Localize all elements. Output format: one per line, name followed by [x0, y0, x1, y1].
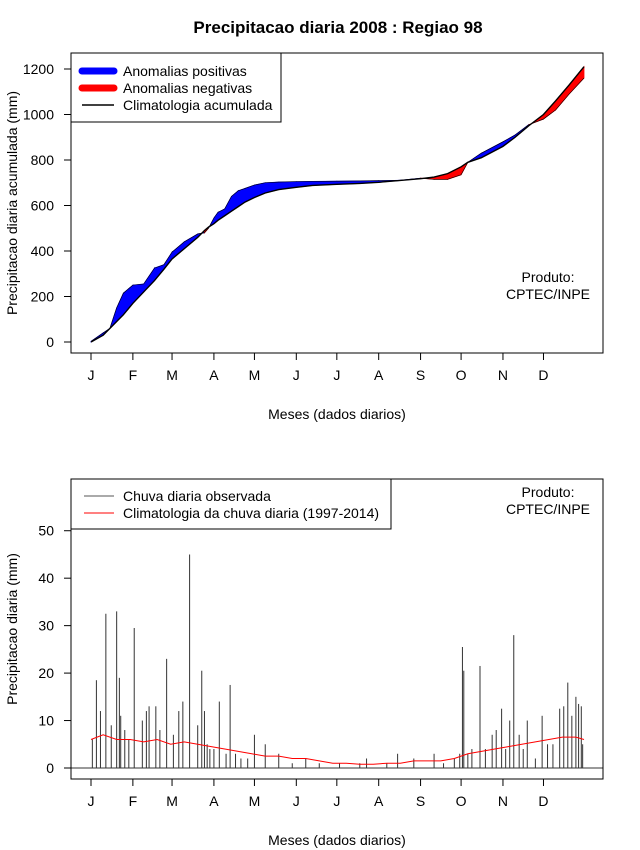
- bottom-xtick-label-4: M: [249, 793, 261, 809]
- legend-label-positive: Anomalias positivas: [123, 63, 247, 79]
- top-ytick-label-5: 1000: [23, 107, 54, 123]
- top-ytick-label-4: 800: [31, 152, 55, 168]
- bottom-xtick-label-9: O: [456, 793, 467, 809]
- bottom-xtick-label-5: J: [293, 793, 300, 809]
- top-ytick-label-1: 200: [31, 289, 55, 305]
- top-xtick-label-2: M: [166, 367, 178, 383]
- legend-label-climatology-daily: Climatologia da chuva diaria (1997-2014): [123, 505, 379, 521]
- bottom-xtick-label-0: J: [88, 793, 95, 809]
- top-xtick-label-9: O: [456, 367, 467, 383]
- climatology-cumulative-line: [90, 66, 585, 343]
- top-xtick-label-6: J: [333, 367, 340, 383]
- legend-label-climatology: Climatologia acumulada: [123, 97, 273, 113]
- observed-cumulative-line: [90, 77, 585, 342]
- top-ytick-label-6: 1200: [23, 61, 54, 77]
- legend-label-negative: Anomalias negativas: [123, 80, 252, 96]
- bottom-xtick-label-7: A: [374, 793, 384, 809]
- bottom-xtick-label-1: F: [129, 793, 138, 809]
- top-y-axis: 0 200 400 600 800 1000 1200: [23, 61, 71, 350]
- bottom-ytick-label-5: 50: [38, 523, 54, 539]
- top-legend: Anomalias positivas Anomalias negativas …: [70, 52, 282, 123]
- top-xtick-label-4: M: [249, 367, 261, 383]
- climatology-daily-line: [90, 734, 585, 765]
- top-xtick-label-0: J: [88, 367, 95, 383]
- top-product-note-line1: Produto:: [522, 269, 575, 285]
- bottom-xtick-label-6: J: [333, 793, 340, 809]
- top-ytick-label-2: 400: [31, 243, 55, 259]
- top-xtick-label-5: J: [293, 367, 300, 383]
- bottom-y-axis-label: Precipitacao diaria (mm): [4, 553, 20, 705]
- bottom-ytick-label-0: 0: [46, 760, 54, 776]
- bottom-product-note-line2: CPTEC/INPE: [506, 501, 590, 517]
- chart-title: Precipitacao diaria 2008 : Regiao 98: [193, 18, 482, 37]
- bottom-legend: Chuva diaria observada Climatologia da c…: [70, 478, 392, 530]
- bottom-ytick-label-3: 30: [38, 618, 54, 634]
- top-y-axis-label: Precipitacao diaria acumulada (mm): [4, 91, 20, 315]
- cumulative-chart: 0 200 400 600 800 1000 1200 J F M A M J J A S O N D Meses…: [4, 52, 604, 422]
- bottom-xtick-label-3: A: [209, 793, 219, 809]
- top-xtick-label-8: S: [416, 367, 425, 383]
- top-xtick-label-10: N: [498, 367, 508, 383]
- top-product-note-line2: CPTEC/INPE: [506, 286, 590, 302]
- bottom-y-axis: 0 10 20 30 40 50: [38, 523, 71, 776]
- top-ytick-label-0: 0: [46, 334, 54, 350]
- bottom-ytick-label-4: 40: [38, 570, 54, 586]
- positive-anomaly-area: [143, 266, 155, 293]
- bottom-xtick-label-10: N: [498, 793, 508, 809]
- positive-anomaly-area: [123, 284, 134, 316]
- top-x-axis-label: Meses (dados diarios): [268, 406, 406, 422]
- top-xtick-label-11: D: [538, 367, 548, 383]
- top-xtick-label-3: A: [209, 367, 219, 383]
- bottom-ytick-label-2: 20: [38, 665, 54, 681]
- bottom-ytick-label-1: 10: [38, 713, 54, 729]
- top-xtick-label-7: A: [374, 367, 384, 383]
- top-xtick-label-1: F: [129, 367, 138, 383]
- bottom-x-axis-label: Meses (dados diarios): [268, 832, 406, 848]
- bottom-xtick-label-2: M: [166, 793, 178, 809]
- top-ytick-label-3: 600: [31, 198, 55, 214]
- bottom-xtick-label-8: S: [416, 793, 425, 809]
- legend-label-observed: Chuva diaria observada: [123, 488, 271, 504]
- bottom-legend-box: [70, 478, 392, 530]
- bottom-product-note-line1: Produto:: [522, 484, 575, 500]
- bottom-xtick-label-11: D: [538, 793, 548, 809]
- observed-rain-bars: [91, 554, 584, 768]
- daily-chart: 0 10 20 30 40 50 J F M A M J J A S O N D Meses (dados di…: [4, 478, 604, 848]
